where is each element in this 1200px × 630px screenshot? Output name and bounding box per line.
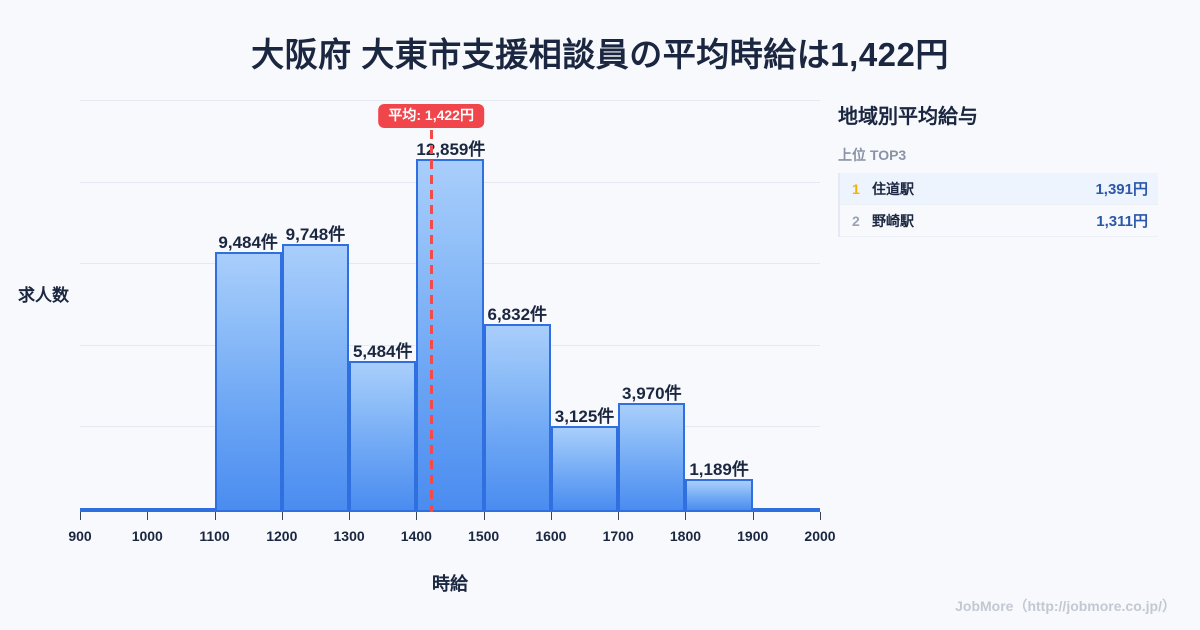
- histogram-bar[interactable]: [147, 508, 215, 512]
- x-tick-mark: [416, 512, 418, 520]
- side-panel-subtitle: 上位 TOP3: [838, 147, 907, 163]
- rank-wage-value: 1,311円: [1096, 213, 1148, 230]
- page-title: 大阪府 大東市支援相談員の平均時給は1,422円: [251, 36, 949, 73]
- histogram-bar[interactable]: [214, 251, 282, 512]
- histogram-bar[interactable]: [752, 508, 820, 512]
- bar-value-label: 3,125件: [554, 407, 615, 427]
- x-tick-label: 1500: [468, 528, 500, 544]
- x-tick-mark: [349, 512, 351, 520]
- histogram-bar[interactable]: [349, 361, 417, 512]
- bar-value-label: 9,748件: [285, 225, 346, 245]
- x-tick-label: 900: [68, 528, 92, 544]
- x-tick-label: 1800: [669, 528, 702, 544]
- rank-row[interactable]: 1 住道駅 1,391円: [840, 173, 1158, 205]
- x-tick-label: 1000: [131, 528, 163, 544]
- x-tick-mark: [147, 512, 149, 520]
- x-tick-mark: [483, 512, 485, 520]
- histogram-bar[interactable]: [80, 508, 148, 512]
- bar-value-label: 5,484件: [352, 342, 413, 362]
- rank-wage-value: 1,391円: [1095, 181, 1148, 198]
- x-tick-mark: [80, 512, 81, 520]
- side-panel-title: 地域別平均給与: [838, 106, 978, 128]
- histogram-bar[interactable]: [416, 158, 484, 512]
- rank-number: 2: [852, 212, 860, 229]
- bar-value-label: 3,970件: [622, 383, 682, 403]
- histogram-bar[interactable]: [281, 244, 350, 512]
- x-tick-label: 1200: [266, 528, 298, 544]
- gridline: [80, 100, 820, 101]
- bar-value-label: 6,832件: [487, 305, 548, 325]
- footer-credit: JobMore（http://jobmore.co.jp/）: [955, 598, 1176, 614]
- rank-number: 1: [852, 180, 860, 197]
- x-tick-label: 1600: [535, 528, 567, 544]
- rank-station-name: 住道駅: [872, 180, 914, 197]
- x-tick-mark: [685, 512, 687, 520]
- x-tick-label: 1300: [333, 528, 365, 544]
- x-tick-mark: [752, 512, 754, 520]
- rank-station-name: 野崎駅: [872, 212, 914, 229]
- rank-row[interactable]: 2 野崎駅 1,311円: [840, 205, 1158, 237]
- histogram-chart: 9,484件 9,748件 5,484件 12,859件 6,832件 3,125件 3,9…: [68, 100, 836, 544]
- average-badge: 平均: 1,422円: [378, 104, 484, 129]
- x-tick-mark: [281, 512, 283, 520]
- x-tick-label: 1900: [737, 528, 769, 544]
- histogram-bar[interactable]: [550, 426, 619, 512]
- x-tick-label: 1100: [199, 528, 230, 544]
- x-tick-label: 1400: [400, 528, 432, 544]
- histogram-bar[interactable]: [483, 324, 551, 512]
- bar-value-label: 12,859件: [416, 139, 486, 159]
- regional-average-panel: 地域別平均給与 上位 TOP3 1 住道駅 1,391円 2 野崎駅 1,311円: [838, 100, 1158, 237]
- bar-value-label: 1,189件: [689, 460, 749, 480]
- histogram-bar[interactable]: [618, 402, 686, 512]
- x-tick-label: 1700: [602, 528, 634, 544]
- x-tick-mark: [618, 512, 620, 520]
- rank-list: 1 住道駅 1,391円 2 野崎駅 1,311円: [838, 173, 1158, 237]
- x-tick-mark: [214, 512, 216, 520]
- x-tick-mark: [820, 512, 821, 520]
- x-tick-label: 2000: [804, 528, 836, 544]
- bars-layer: 9,484件 9,748件 5,484件 12,859件 6,832件 3,125件 3,9…: [80, 100, 820, 512]
- y-axis-label: 求人数: [18, 286, 69, 305]
- bar-value-label: 9,484件: [218, 232, 278, 252]
- x-axis-label: 時給: [432, 574, 468, 594]
- x-tick-mark: [550, 512, 552, 520]
- histogram-bar[interactable]: [685, 479, 753, 512]
- average-dashed-line: [430, 130, 434, 512]
